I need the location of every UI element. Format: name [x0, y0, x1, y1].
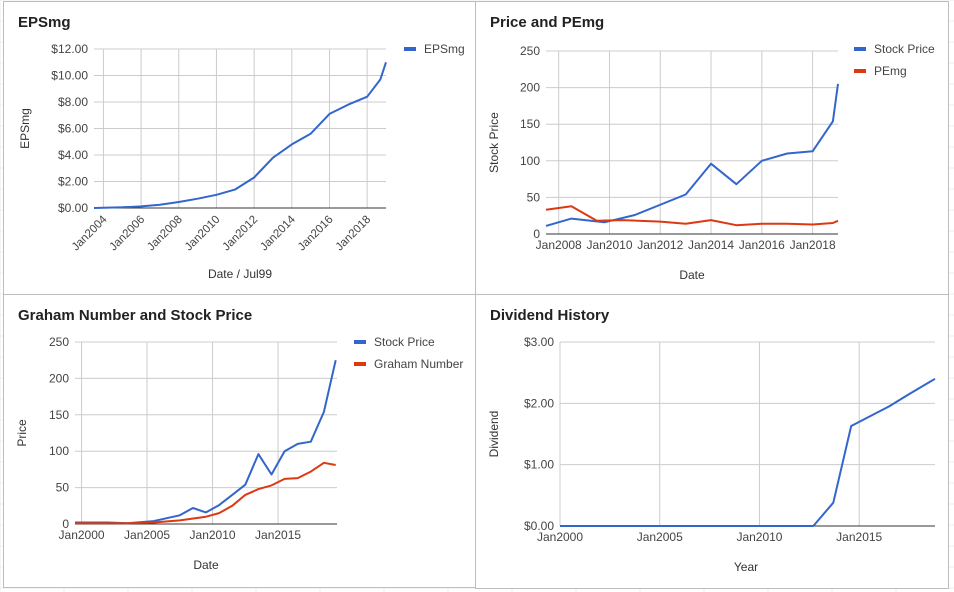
x-tick-label: Jan2012: [221, 214, 261, 254]
x-tick-label: Jan2010: [183, 214, 223, 254]
x-tick-label: Jan2016: [296, 214, 336, 254]
y-tick-label: 150: [520, 117, 540, 131]
x-tick-label: Jan2015: [836, 530, 882, 544]
chart-svg: $0.00 $1.00 $2.00 $3.00 Jan2000 Jan2005 Jan201…: [487, 335, 936, 574]
y-tick-label: $2.00: [524, 396, 554, 410]
chart-title: EPSmg: [18, 14, 71, 31]
legend-label: Stock Price: [874, 42, 935, 56]
x-tick-label: Jan2008: [145, 214, 185, 254]
x-tick-label: Jan2018: [334, 214, 374, 254]
y-tick-label: 0: [533, 227, 540, 241]
x-axis-title: Date: [193, 558, 219, 572]
y-tick-label: 200: [49, 371, 69, 385]
chart-panel-graham-number: Graham Number and Stock Price 0 50 100 150 2…: [3, 294, 476, 588]
y-axis-title: Price: [15, 419, 29, 447]
series-line-dividend: [560, 377, 936, 527]
y-tick-label: 250: [520, 44, 540, 58]
legend-label: Stock Price: [374, 335, 435, 349]
x-tick-label: Jan2006: [108, 214, 148, 254]
series-line-pemg: [545, 205, 839, 227]
series-line-epsmg: [93, 61, 387, 209]
y-tick-label: $12.00: [51, 42, 88, 56]
x-tick-label: Jan2004: [70, 213, 110, 253]
y-tick-label: $6.00: [58, 122, 88, 136]
y-tick-label: 50: [56, 481, 70, 495]
y-tick-label: $10.00: [51, 69, 88, 83]
chart-title: Price and PEmg: [490, 14, 605, 31]
y-tick-label: 100: [49, 444, 69, 458]
y-tick-label: $0.00: [58, 201, 88, 215]
y-tick-label: 200: [520, 81, 540, 95]
x-tick-label: Jan2000: [537, 530, 583, 544]
y-tick-label: 150: [49, 408, 69, 422]
x-tick-label: Jan2000: [59, 528, 105, 542]
x-tick-label: Jan2008: [536, 238, 582, 252]
chart-title: Dividend History: [490, 307, 610, 324]
chart-panel-epsmg: EPSmg $0.00 $2.00 $4.00 $6.00 $8.00 $10.00 $12…: [3, 1, 476, 295]
x-tick-label: Jan2014: [688, 238, 734, 252]
x-tick-label: Jan2018: [790, 238, 836, 252]
y-tick-label: $1.00: [524, 458, 554, 472]
x-axis-title: Date / Jul99: [208, 267, 272, 281]
y-tick-label: 0: [62, 517, 69, 531]
y-tick-label: 100: [520, 154, 540, 168]
chart-svg: 0 50 100 150 200 250 Jan2000 Jan2005 Jan2010 Jan2…: [15, 335, 463, 572]
series-line-stock-price: [545, 83, 839, 227]
chart-panel-price-and-pemg: Price and PEmg 0 50 100 150 200 250 Jan2008 Jan…: [475, 1, 949, 295]
y-tick-label: $0.00: [524, 519, 554, 533]
series-line-graham-number: [75, 461, 336, 525]
x-tick-label: Jan2010: [190, 528, 236, 542]
y-tick-label: $4.00: [58, 148, 88, 162]
legend-label: EPSmg: [424, 42, 465, 56]
x-tick-label: Jan2005: [637, 530, 683, 544]
y-axis-title: Dividend: [487, 411, 501, 458]
x-axis-title: Date: [679, 268, 705, 282]
series-line-stock-price: [75, 359, 337, 525]
y-tick-label: $8.00: [58, 95, 88, 109]
x-tick-label: Jan2016: [739, 238, 785, 252]
chart-title: Graham Number and Stock Price: [18, 307, 253, 324]
chart-svg: $0.00 $2.00 $4.00 $6.00 $8.00 $10.00 $12.00 Jan…: [18, 42, 465, 281]
legend-label: PEmg: [874, 64, 907, 78]
x-tick-label: Jan2012: [637, 238, 683, 252]
y-tick-label: $3.00: [524, 335, 554, 349]
y-tick-label: 50: [527, 190, 541, 204]
y-tick-label: $2.00: [58, 175, 88, 189]
x-tick-label: Jan2015: [255, 528, 301, 542]
legend-label: Graham Number: [374, 357, 463, 371]
chart-panel-dividend-history: Dividend History $0.00 $1.00 $2.00 $3.00 Jan…: [475, 294, 949, 589]
y-axis-title: Stock Price: [487, 112, 501, 173]
x-tick-label: Jan2010: [736, 530, 782, 544]
x-tick-label: Jan2010: [586, 238, 632, 252]
chart-svg: 0 50 100 150 200 250 Jan2008 Jan2010 Jan2012 Jan2…: [487, 42, 935, 282]
x-tick-label: Jan2014: [258, 213, 298, 253]
x-axis-title: Year: [734, 560, 758, 574]
y-axis-title: EPSmg: [18, 108, 32, 149]
x-tick-label: Jan2005: [124, 528, 170, 542]
y-tick-label: 250: [49, 335, 69, 349]
